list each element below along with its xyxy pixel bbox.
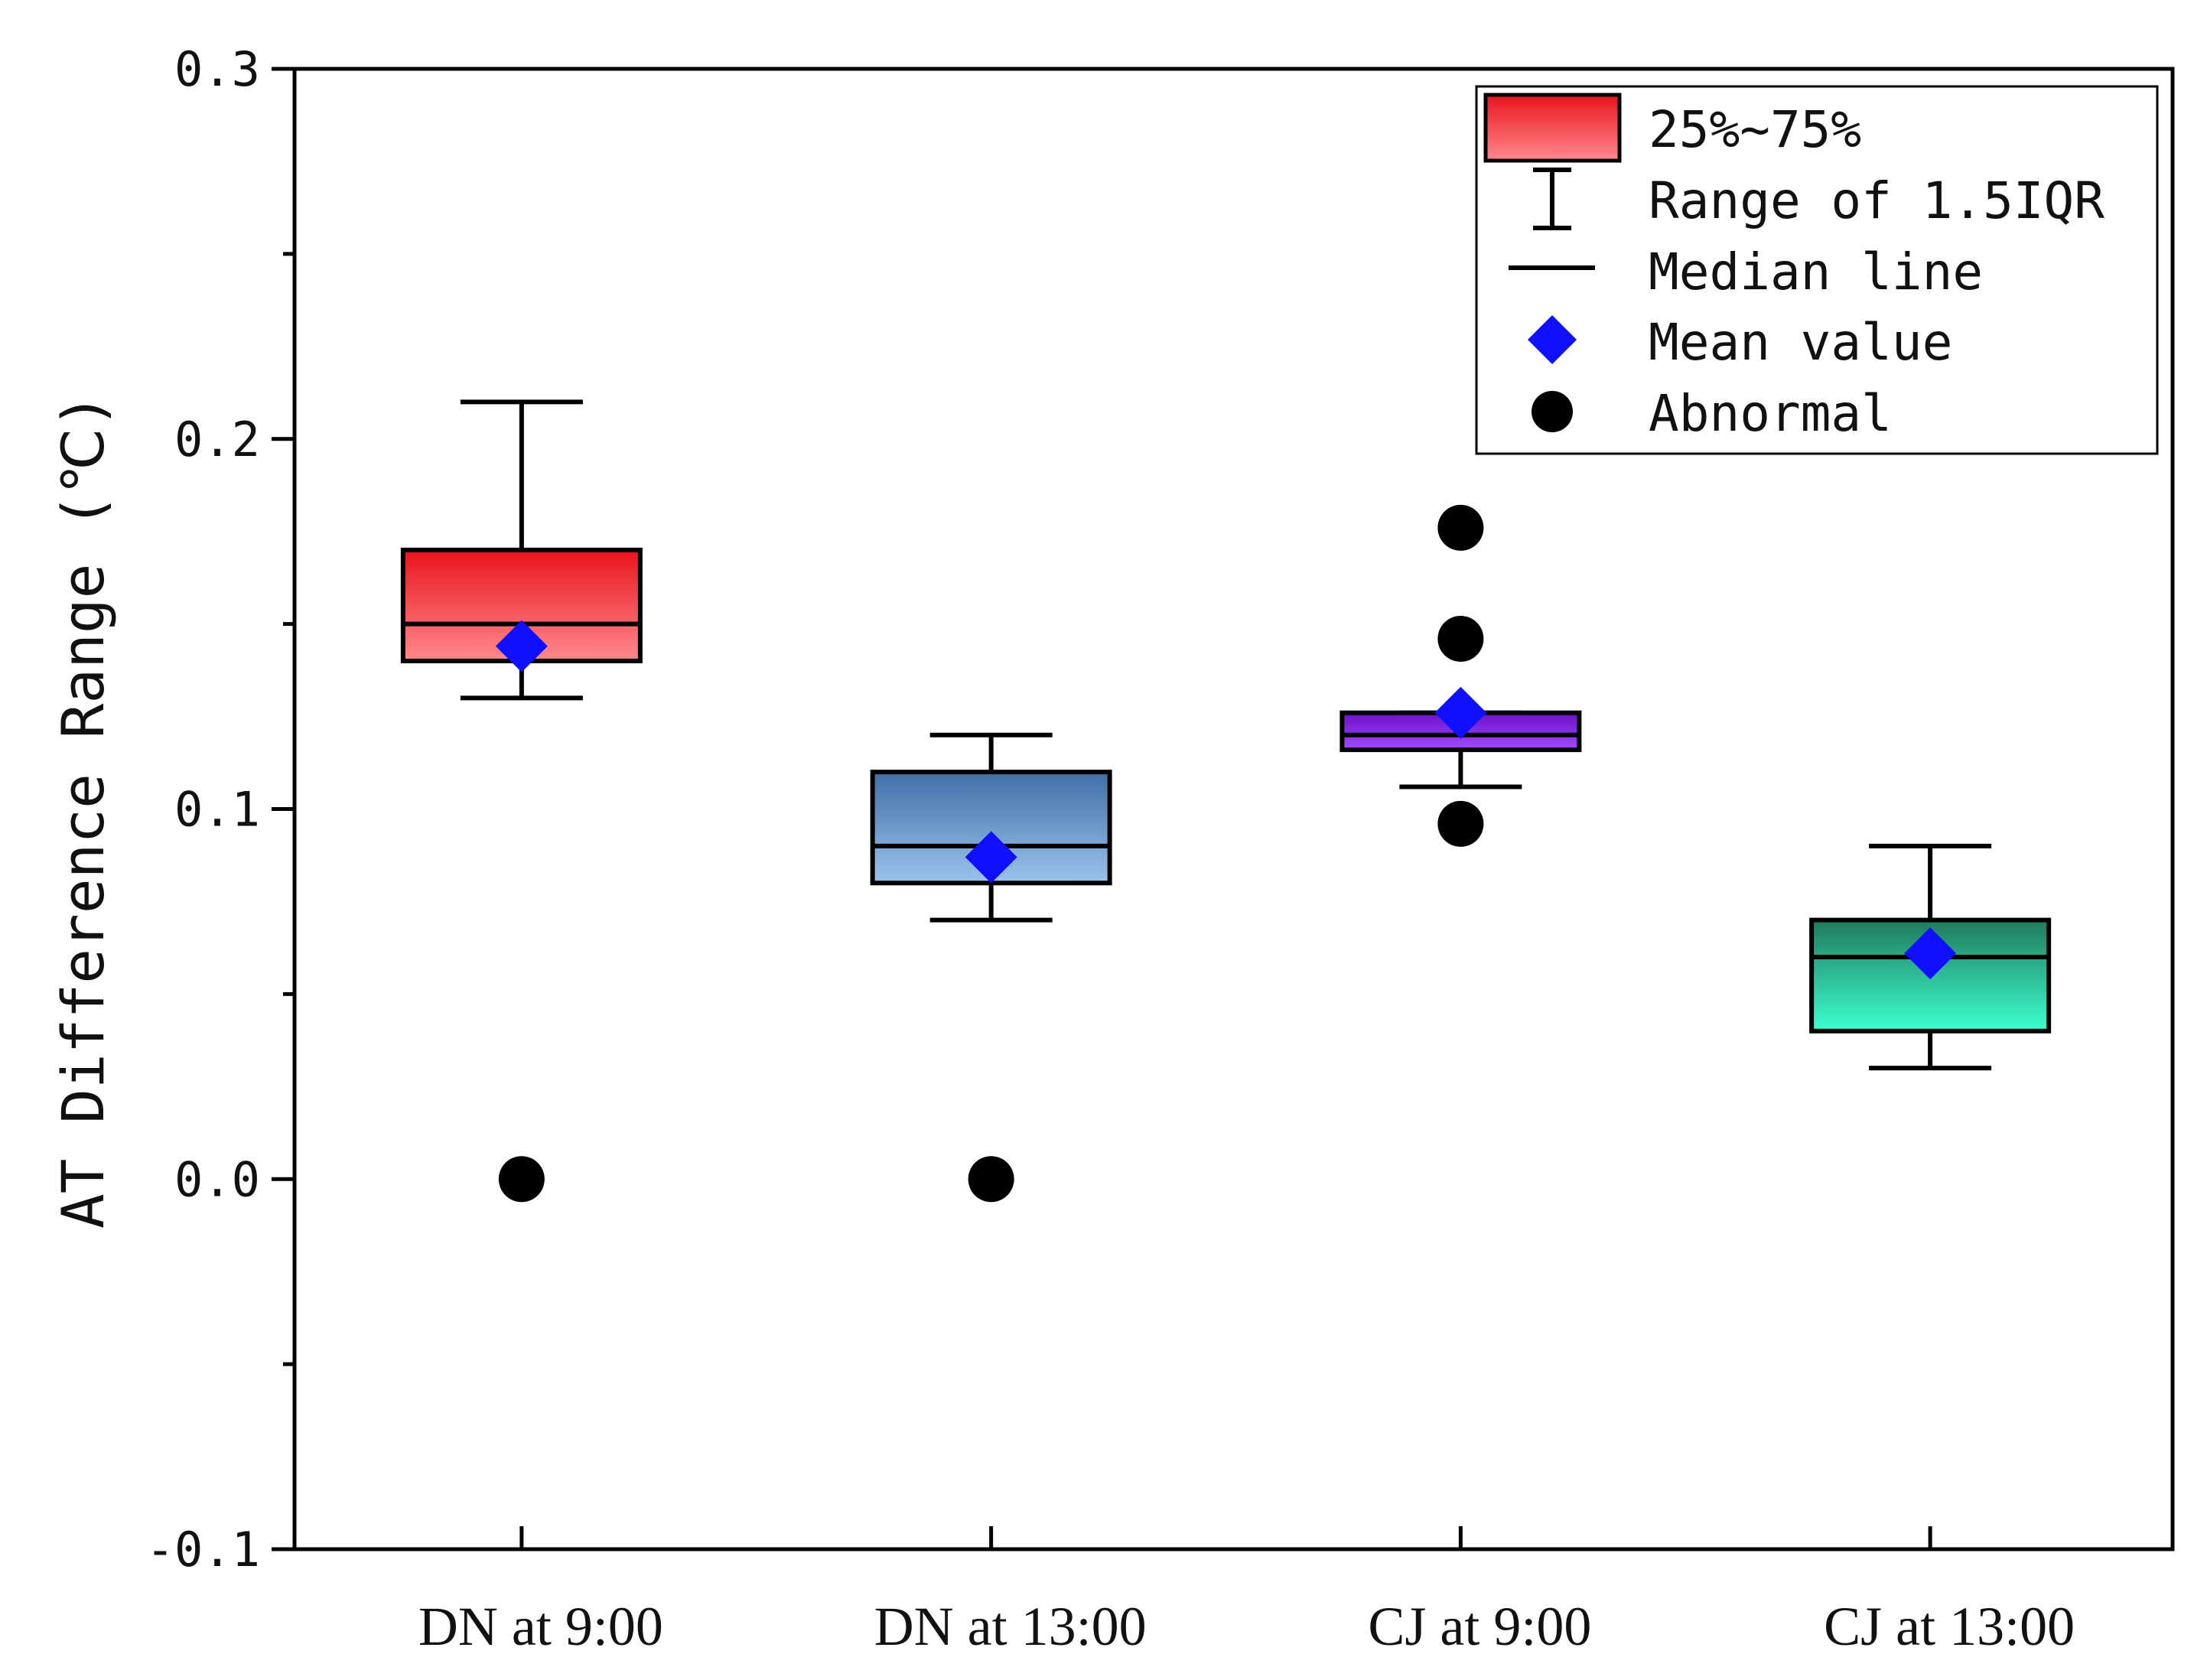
y-tick-label: 0.2 <box>174 412 260 467</box>
outlier-point <box>498 1156 545 1203</box>
legend-label-range: Range of 1.5IQR <box>1649 171 2104 230</box>
legend-box-swatch <box>1483 93 1622 163</box>
box-group <box>1809 843 2052 1071</box>
legend-label-iqr: 25%~75% <box>1649 100 1861 159</box>
legend-mean-symbol <box>1528 315 1577 364</box>
x-axis-ticks: DN at 9:00 DN at 13:00 CJ at 9:00 CJ at 13:… <box>418 1526 2075 1657</box>
legend-outlier-symbol <box>1532 391 1573 432</box>
y-tick-label: 0.3 <box>174 41 260 97</box>
box-group <box>870 732 1112 1203</box>
x-tick-label: CJ at 9:00 <box>1368 1596 1591 1657</box>
box-group <box>400 399 643 1203</box>
x-tick-label: DN at 13:00 <box>874 1596 1147 1657</box>
mean-marker <box>495 620 548 672</box>
mean-marker <box>1434 686 1487 739</box>
legend-label-mean: Mean value <box>1649 313 1952 372</box>
box-group <box>1339 504 1582 847</box>
legend-label-median: Median line <box>1649 243 1983 301</box>
mean-marker <box>965 831 1017 884</box>
outlier-point <box>1437 615 1484 662</box>
y-tick-label: 0.1 <box>174 782 260 838</box>
outlier-point <box>968 1156 1014 1203</box>
y-axis-title: AT Difference Range (℃) <box>49 393 117 1229</box>
outlier-point <box>1437 504 1484 551</box>
legend-label-abnormal: Abnormal <box>1649 384 1892 443</box>
y-tick-label: -0.1 <box>146 1522 260 1577</box>
legend-whisker-symbol <box>1533 168 1571 230</box>
outlier-point <box>1437 800 1484 847</box>
legend: 25%~75% Range of 1.5IQR Median line Mean… <box>1475 85 2159 455</box>
boxes-layer <box>400 399 2052 1203</box>
y-axis-ticks: -0.1 0.0 0.1 0.2 0.3 <box>146 41 295 1577</box>
x-tick-label: CJ at 13:00 <box>1824 1596 2075 1657</box>
mean-marker <box>1904 927 1957 980</box>
x-tick-label: DN at 9:00 <box>418 1596 663 1657</box>
y-tick-label: 0.0 <box>174 1151 260 1207</box>
